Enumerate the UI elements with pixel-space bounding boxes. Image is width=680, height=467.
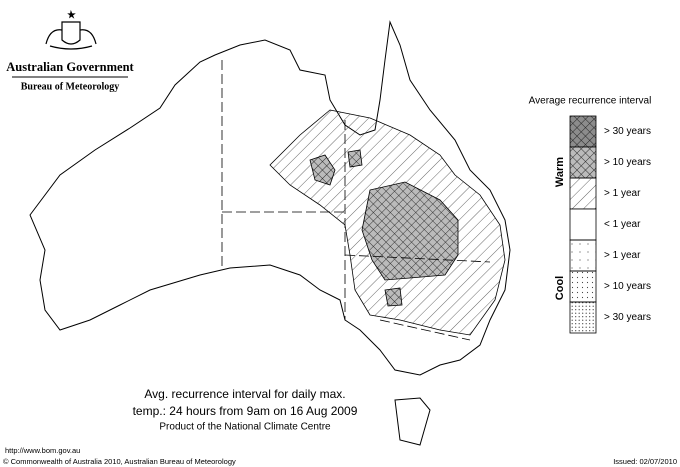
footer-issued: Issued: 02/07/2010 bbox=[613, 457, 677, 466]
warm-10-year-region bbox=[384, 287, 403, 307]
legend-group-label: Cool bbox=[554, 276, 566, 300]
caption-line: temp.: 24 hours from 9am on 16 Aug 2009 bbox=[133, 404, 358, 418]
bureau-name: Bureau of Meteorology bbox=[21, 81, 120, 92]
legend-title: Average recurrence interval bbox=[529, 96, 652, 107]
footer-copyright: © Commonwealth of Australia 2010, Austra… bbox=[3, 457, 236, 466]
state-borders bbox=[221, 60, 491, 341]
legend-swatch bbox=[569, 146, 597, 179]
government-name: Australian Government bbox=[6, 60, 134, 74]
caption-line: Product of the National Climate Centre bbox=[159, 422, 331, 433]
legend-swatch bbox=[569, 239, 597, 272]
legend-swatch bbox=[569, 208, 597, 241]
tasmania bbox=[394, 397, 431, 446]
legend-swatch bbox=[569, 177, 597, 210]
legend-swatch bbox=[569, 270, 597, 303]
footer-url: http://www.bom.gov.au bbox=[5, 446, 80, 455]
legend-label: > 1 year bbox=[604, 250, 641, 261]
legend-label: > 30 years bbox=[604, 312, 651, 323]
legend-label: > 10 years bbox=[604, 157, 651, 168]
legend-group-label: Warm bbox=[554, 157, 566, 187]
warm-10-year-region bbox=[347, 149, 363, 168]
legend: > 30 years > 10 years > 1 year < 1 year > 1 … bbox=[569, 115, 651, 334]
legend-label: > 10 years bbox=[604, 281, 651, 292]
legend-label: < 1 year bbox=[604, 219, 641, 230]
warm-10-year-region bbox=[309, 154, 336, 186]
legend-swatch bbox=[569, 301, 597, 334]
legend-label: > 30 years bbox=[604, 126, 651, 137]
crest bbox=[45, 9, 97, 50]
warm-10-year-region bbox=[361, 181, 459, 281]
legend-swatch bbox=[569, 115, 597, 148]
legend-label: > 1 year bbox=[604, 188, 641, 199]
caption-line: Avg. recurrence interval for daily max. bbox=[144, 387, 345, 401]
